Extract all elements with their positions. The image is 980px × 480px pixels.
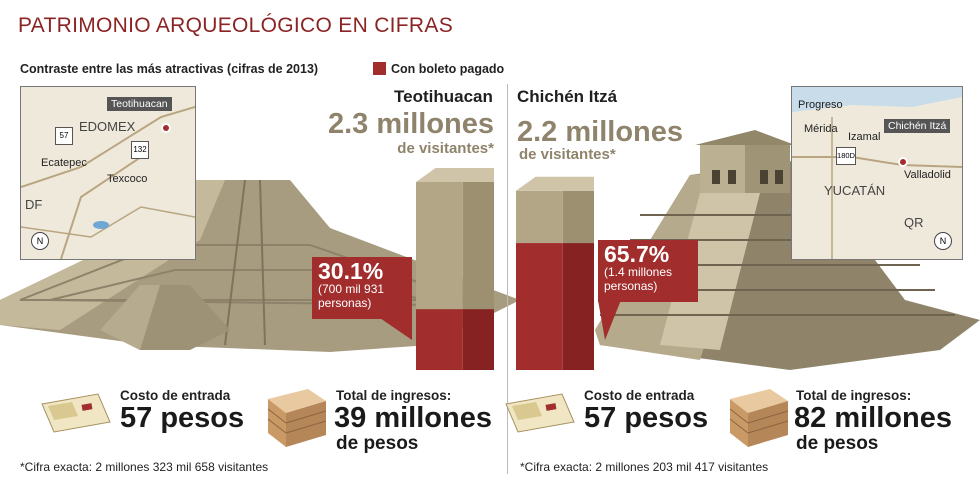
callout-teotihuacan: 30.1% (700 mil 931 personas) bbox=[312, 257, 412, 319]
income-value-teotihuacan: 39 millones bbox=[334, 402, 492, 434]
location-pin-icon bbox=[898, 157, 908, 167]
income-value-chichen-itza: 82 millones bbox=[794, 402, 952, 434]
visitors-small-chichen-itza: de visitantes* bbox=[519, 146, 616, 163]
highway-shield-icon: 132 bbox=[131, 141, 149, 159]
map-region-qr: QR bbox=[904, 215, 924, 230]
paid-percent-teotihuacan: 30.1% bbox=[318, 258, 384, 284]
bar-cap-1 bbox=[516, 176, 594, 191]
map-tag-chichen-itza: Chichén Itzá bbox=[884, 119, 951, 133]
money-stack-icon bbox=[267, 389, 327, 447]
highway-shield-icon: 57 bbox=[55, 127, 73, 145]
paid-note-teotihuacan: (700 mil 931 personas) bbox=[318, 282, 385, 310]
map-state-yucatan: YUCATÁN bbox=[824, 183, 886, 198]
map-city-merida: Mérida bbox=[804, 123, 838, 135]
ticket-icon bbox=[505, 393, 575, 433]
visitors-big-chichen-itza: 2.2 millones bbox=[517, 116, 684, 148]
callout-chichen-itza: 65.7% (1.4 millones personas) bbox=[598, 240, 698, 302]
map-state-edomex: EDOMEX bbox=[79, 119, 136, 134]
bar-total-1 bbox=[516, 190, 563, 244]
site-name-teotihuacan: Teotihuacan bbox=[394, 87, 493, 106]
page-subtitle: Contraste entre las más atractivas (cifr… bbox=[20, 62, 319, 76]
income-label-chichen-itza: Total de ingresos: bbox=[796, 388, 912, 403]
footnote-chichen-itza: *Cifra exacta: 2 millones 203 mil 417 vi… bbox=[520, 460, 769, 474]
money-stack-icon bbox=[729, 389, 789, 447]
visitors-small-teotihuacan: de visitantes* bbox=[397, 140, 494, 157]
visitors-big-teotihuacan: 2.3 millones bbox=[327, 108, 494, 140]
map-coast-icon bbox=[792, 87, 962, 259]
bar-paid-side-1 bbox=[562, 243, 594, 370]
map-tag-teotihuacan: Teotihuacan bbox=[107, 97, 172, 111]
cost-label-chichen-itza: Costo de entrada bbox=[584, 388, 695, 403]
income-unit-teotihuacan: de pesos bbox=[336, 433, 419, 454]
teotihuacan-map: EDOMEX Ecatepec Texcoco DF Teotihuacan 5… bbox=[20, 86, 196, 260]
bar-total-side-1 bbox=[562, 190, 594, 244]
location-pin-icon bbox=[161, 123, 171, 133]
bar-total-side-0 bbox=[462, 182, 494, 310]
column-divider bbox=[507, 84, 508, 474]
paid-percent-chichen-itza: 65.7% bbox=[604, 241, 670, 267]
cost-value-teotihuacan: 57 pesos bbox=[120, 402, 245, 434]
site-name-chichen-itza: Chichén Itzá bbox=[517, 87, 618, 106]
bar-paid-0 bbox=[416, 309, 463, 370]
callout-pointer-chichen bbox=[598, 290, 625, 340]
bar-paid-1 bbox=[516, 243, 563, 370]
map-city-texcoco: Texcoco bbox=[107, 173, 148, 185]
legend-label-paid: Con boleto pagado bbox=[391, 62, 505, 76]
map-city-progreso: Progreso bbox=[798, 99, 843, 111]
bar-cap-0 bbox=[416, 168, 494, 182]
cost-value-chichen-itza: 57 pesos bbox=[584, 402, 709, 434]
compass-icon: N bbox=[31, 232, 49, 250]
chichen-itza-pyramid-icon bbox=[595, 130, 980, 370]
income-unit-chichen-itza: de pesos bbox=[796, 433, 879, 454]
bar-paid-side-0 bbox=[462, 309, 494, 370]
visitors-bar-chart bbox=[416, 168, 594, 370]
map-city-valladolid: Valladolid bbox=[904, 169, 951, 181]
map-region-df: DF bbox=[25, 197, 43, 212]
highway-shield-icon: 180D bbox=[836, 147, 856, 165]
income-label-teotihuacan: Total de ingresos: bbox=[336, 388, 452, 403]
ticket-icon bbox=[41, 393, 111, 433]
map-city-ecatepec: Ecatepec bbox=[41, 157, 87, 169]
paid-note-chichen-itza: (1.4 millones personas) bbox=[604, 265, 673, 293]
map-roads-icon bbox=[21, 106, 195, 259]
page-title: PATRIMONIO ARQUEOLÓGICO EN CIFRAS bbox=[18, 14, 454, 37]
compass-icon: N bbox=[934, 232, 952, 250]
bar-total-0 bbox=[416, 182, 463, 310]
cost-label-teotihuacan: Costo de entrada bbox=[120, 388, 231, 403]
legend-swatch-paid bbox=[373, 62, 386, 75]
footnote-teotihuacan: *Cifra exacta: 2 millones 323 mil 658 vi… bbox=[20, 460, 269, 474]
map-city-izamal: Izamal bbox=[848, 131, 881, 143]
chichen-itza-map: Progreso Mérida Izamal Valladolid YUCATÁ… bbox=[791, 86, 963, 260]
